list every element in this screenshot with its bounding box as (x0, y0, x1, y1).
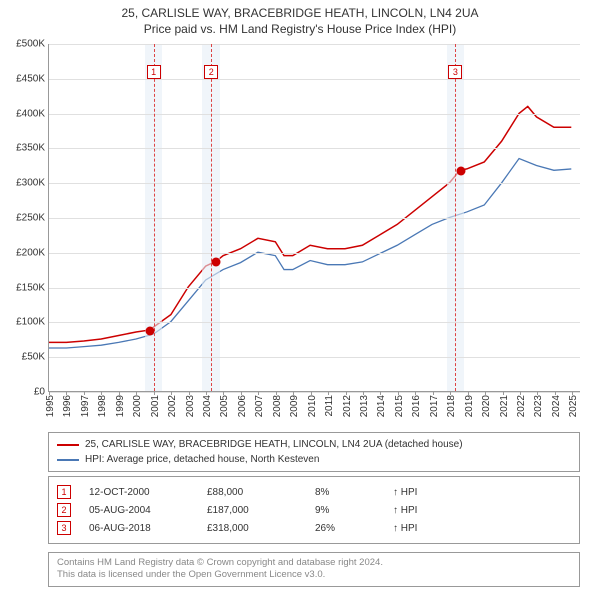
footer-line-1: Contains HM Land Registry data © Crown c… (57, 557, 571, 569)
event-row: 3 06-AUG-2018 £318,000 26% ↑ HPI (57, 519, 571, 537)
event-price: £187,000 (207, 505, 297, 516)
x-axis-label: 2022 (516, 395, 527, 417)
event-date: 12-OCT-2000 (89, 487, 189, 498)
x-axis-label: 2024 (551, 395, 562, 417)
y-axis-label: £0 (34, 387, 45, 398)
event-row-marker: 1 (57, 485, 71, 499)
x-axis-label: 2013 (359, 395, 370, 417)
event-date: 05-AUG-2004 (89, 505, 189, 516)
x-axis-label: 1999 (115, 395, 126, 417)
legend: 25, CARLISLE WAY, BRACEBRIDGE HEATH, LIN… (48, 432, 580, 472)
gridline-h (49, 218, 580, 219)
title-line-2: Price paid vs. HM Land Registry's House … (10, 22, 590, 38)
x-axis-label: 2011 (324, 395, 335, 417)
legend-row-hpi: HPI: Average price, detached house, Nort… (57, 452, 571, 467)
gridline-h (49, 322, 580, 323)
title-line-1: 25, CARLISLE WAY, BRACEBRIDGE HEATH, LIN… (10, 6, 590, 22)
gridline-h (49, 114, 580, 115)
footer-attribution: Contains HM Land Registry data © Crown c… (48, 552, 580, 587)
x-axis-label: 2007 (254, 395, 265, 417)
event-row: 2 05-AUG-2004 £187,000 9% ↑ HPI (57, 501, 571, 519)
y-axis-label: £200K (16, 247, 45, 258)
gridline-h (49, 253, 580, 254)
y-axis-label: £450K (16, 73, 45, 84)
y-axis-label: £500K (16, 39, 45, 50)
x-axis-label: 2002 (167, 395, 178, 417)
sale-dot (212, 257, 221, 266)
event-price: £88,000 (207, 487, 297, 498)
event-arrow: ↑ HPI (393, 505, 417, 516)
footer-line-2: This data is licensed under the Open Gov… (57, 569, 571, 581)
x-axis-label: 2016 (411, 395, 422, 417)
x-axis-label: 2004 (202, 395, 213, 417)
gridline-h (49, 79, 580, 80)
gridline-h (49, 148, 580, 149)
x-axis-label: 1997 (80, 395, 91, 417)
legend-label-property: 25, CARLISLE WAY, BRACEBRIDGE HEATH, LIN… (85, 437, 463, 452)
gridline-h (49, 44, 580, 45)
event-pct: 9% (315, 505, 375, 516)
y-axis-label: £150K (16, 282, 45, 293)
event-pct: 26% (315, 523, 375, 534)
x-axis-label: 2005 (219, 395, 230, 417)
gridline-h (49, 288, 580, 289)
event-vline (154, 44, 155, 391)
event-row-marker: 2 (57, 503, 71, 517)
x-axis-label: 2003 (185, 395, 196, 417)
x-axis-label: 2023 (533, 395, 544, 417)
event-marker-1: 1 (147, 65, 161, 79)
legend-row-property: 25, CARLISLE WAY, BRACEBRIDGE HEATH, LIN… (57, 437, 571, 452)
x-axis-label: 2017 (429, 395, 440, 417)
x-axis-label: 2010 (307, 395, 318, 417)
x-axis-label: 1996 (62, 395, 73, 417)
x-axis-label: 2025 (568, 395, 579, 417)
x-axis-label: 2006 (237, 395, 248, 417)
event-vline (455, 44, 456, 391)
x-axis-label: 2019 (464, 395, 475, 417)
x-axis-label: 2001 (150, 395, 161, 417)
legend-swatch-hpi (57, 459, 79, 461)
y-axis-label: £400K (16, 108, 45, 119)
y-axis-label: £300K (16, 178, 45, 189)
event-row-marker: 3 (57, 521, 71, 535)
x-axis-label: 2014 (376, 395, 387, 417)
event-vline (211, 44, 212, 391)
y-axis-label: £50K (22, 352, 45, 363)
y-axis-label: £100K (16, 317, 45, 328)
gridline-h (49, 183, 580, 184)
sale-events-table: 1 12-OCT-2000 £88,000 8% ↑ HPI 2 05-AUG-2004 £1… (48, 476, 580, 544)
gridline-h (49, 357, 580, 358)
series-property (49, 106, 571, 342)
chart-title: 25, CARLISLE WAY, BRACEBRIDGE HEATH, LIN… (0, 0, 600, 39)
event-date: 06-AUG-2018 (89, 523, 189, 534)
legend-swatch-property (57, 444, 79, 446)
x-axis-label: 1998 (97, 395, 108, 417)
x-axis-label: 2012 (342, 395, 353, 417)
x-axis-label: 2018 (446, 395, 457, 417)
x-axis-label: 2015 (394, 395, 405, 417)
event-marker-2: 2 (204, 65, 218, 79)
x-axis-label: 2000 (132, 395, 143, 417)
x-axis-label: 2020 (481, 395, 492, 417)
event-arrow: ↑ HPI (393, 523, 417, 534)
event-marker-3: 3 (448, 65, 462, 79)
chart-plot-area: £0£50K£100K£150K£200K£250K£300K£350K£400… (48, 44, 580, 392)
x-axis-label: 2008 (272, 395, 283, 417)
x-axis-label: 2009 (289, 395, 300, 417)
event-row: 1 12-OCT-2000 £88,000 8% ↑ HPI (57, 483, 571, 501)
event-pct: 8% (315, 487, 375, 498)
sale-dot (456, 166, 465, 175)
sale-dot (145, 326, 154, 335)
y-axis-label: £250K (16, 213, 45, 224)
event-arrow: ↑ HPI (393, 487, 417, 498)
event-price: £318,000 (207, 523, 297, 534)
x-axis-label: 1995 (45, 395, 56, 417)
gridline-h (49, 392, 580, 393)
x-axis-label: 2021 (499, 395, 510, 417)
y-axis-label: £350K (16, 143, 45, 154)
legend-label-hpi: HPI: Average price, detached house, Nort… (85, 452, 319, 467)
